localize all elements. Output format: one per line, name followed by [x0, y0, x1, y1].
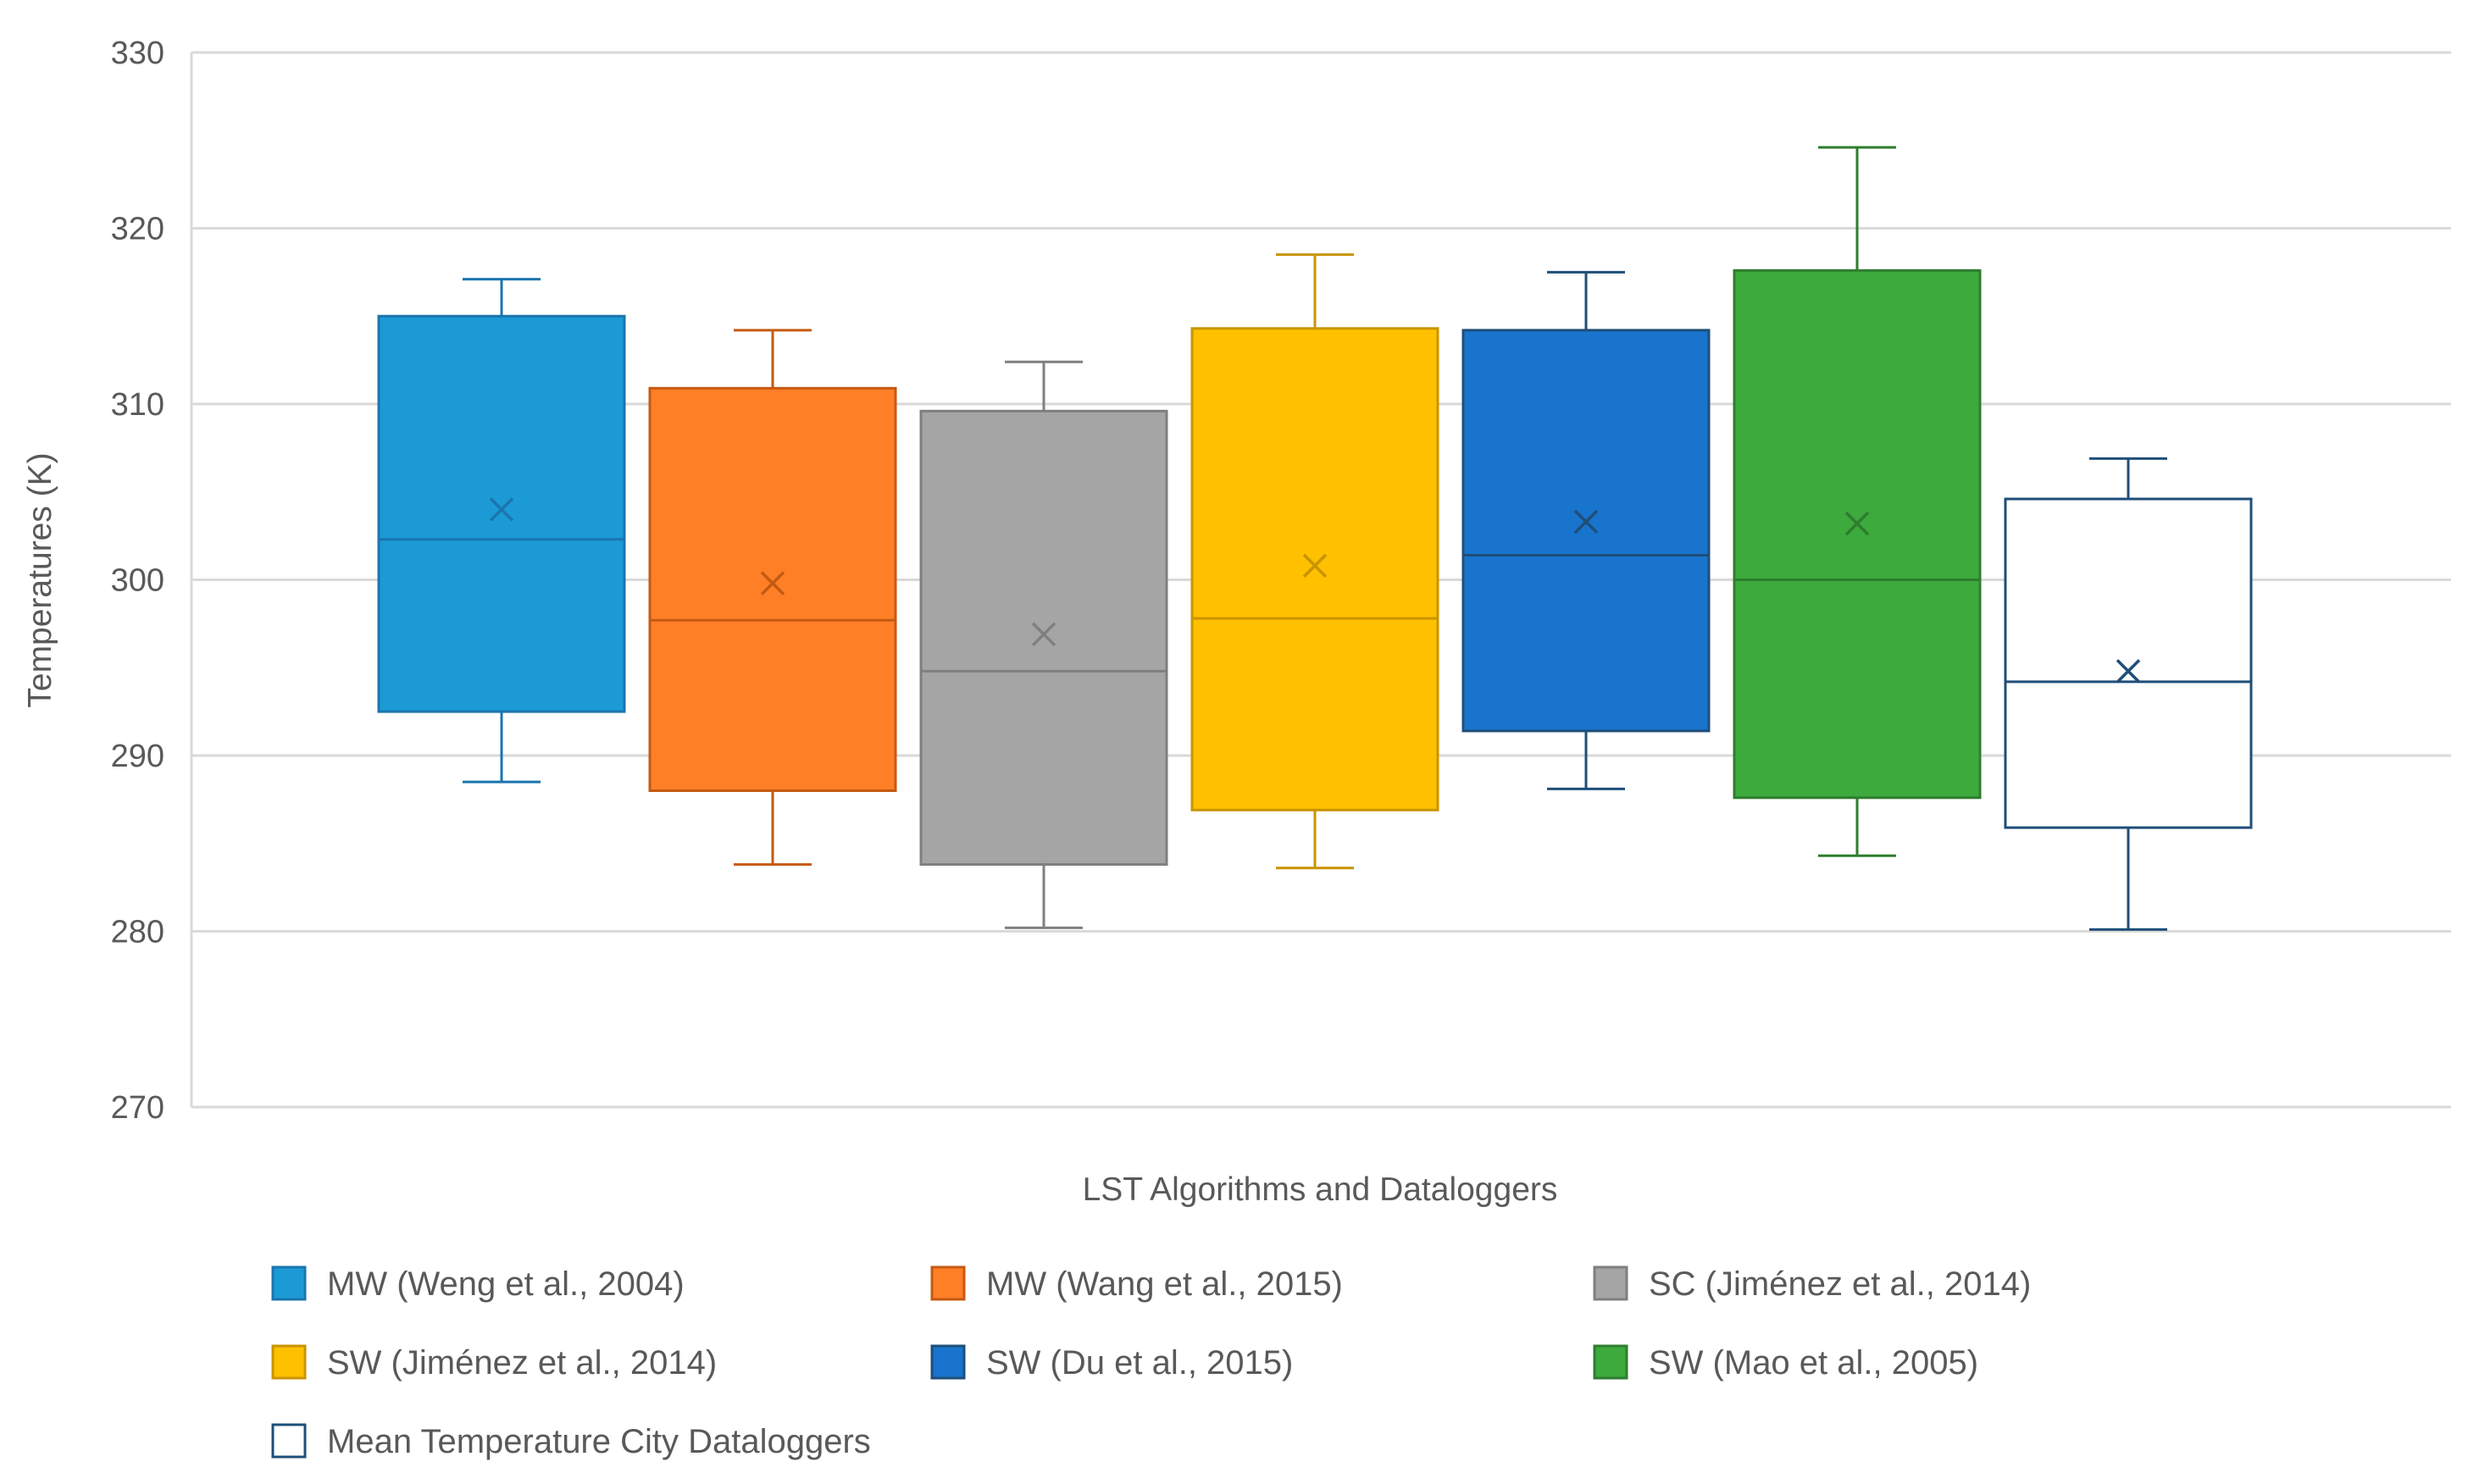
legend-item: SW (Du et al., 2015)	[930, 1344, 1293, 1382]
box-group	[377, 278, 626, 784]
y-tick-label: 320	[111, 212, 164, 247]
legend-swatch	[1593, 1344, 1628, 1380]
box-group	[648, 329, 897, 867]
legend-swatch	[271, 1423, 307, 1459]
box-group	[1461, 270, 1711, 790]
y-tick-label: 270	[111, 1090, 164, 1126]
box-group	[1190, 253, 1439, 870]
legend: MW (Weng et al., 2004) MW (Wang et al., 2…	[271, 1265, 2031, 1460]
y-tick-label: 300	[111, 563, 164, 599]
box-body	[1733, 269, 1982, 800]
mean-marker	[1573, 509, 1599, 534]
legend-item: Mean Temperature City Dataloggers	[271, 1423, 871, 1460]
mean-marker	[760, 571, 785, 595]
box-group	[1733, 146, 1982, 857]
mean-marker	[1031, 622, 1056, 647]
legend-swatch	[271, 1265, 307, 1301]
box-body	[377, 314, 626, 713]
legend-swatch	[1593, 1265, 1628, 1301]
legend-swatch	[930, 1265, 966, 1301]
legend-label: SW (Jiménez et al., 2014)	[327, 1344, 717, 1382]
mean-marker	[1844, 511, 1870, 536]
legend-item: MW (Weng et al., 2004)	[271, 1265, 685, 1303]
boxes	[377, 146, 2253, 931]
mean-marker	[2116, 659, 2141, 684]
y-axis-ticks: 270 280 290 300 310 320 330	[111, 36, 164, 1126]
mean-marker	[489, 497, 514, 522]
box-body	[1190, 327, 1439, 811]
legend-label: MW (Weng et al., 2004)	[327, 1265, 685, 1303]
y-tick-label: 310	[111, 387, 164, 423]
y-tick-label: 290	[111, 739, 164, 774]
legend-item: SW (Jiménez et al., 2014)	[271, 1344, 717, 1382]
legend-item: MW (Wang et al., 2015)	[930, 1265, 1343, 1303]
y-axis-label: Temperatures (K)	[22, 452, 58, 707]
box-group	[919, 360, 1168, 929]
box-body	[648, 386, 897, 792]
legend-item: SW (Mao et al., 2005)	[1593, 1344, 1978, 1382]
legend-label: SC (Jiménez et al., 2014)	[1649, 1265, 2031, 1303]
box-body	[2004, 497, 2253, 829]
legend-label: SW (Mao et al., 2005)	[1649, 1344, 1978, 1382]
box-group	[2004, 457, 2253, 931]
legend-swatch	[271, 1344, 307, 1380]
y-tick-label: 280	[111, 915, 164, 950]
legend-item: SC (Jiménez et al., 2014)	[1593, 1265, 2031, 1303]
box-body	[919, 409, 1168, 867]
legend-label: Mean Temperature City Dataloggers	[327, 1423, 871, 1460]
legend-label: MW (Wang et al., 2015)	[986, 1265, 1343, 1303]
box-body	[1461, 329, 1711, 733]
y-tick-label: 330	[111, 36, 164, 71]
legend-label: SW (Du et al., 2015)	[986, 1344, 1293, 1382]
x-axis-label: LST Algorithms and Dataloggers	[1083, 1171, 1558, 1208]
legend-swatch	[930, 1344, 966, 1380]
mean-marker	[1302, 553, 1328, 579]
